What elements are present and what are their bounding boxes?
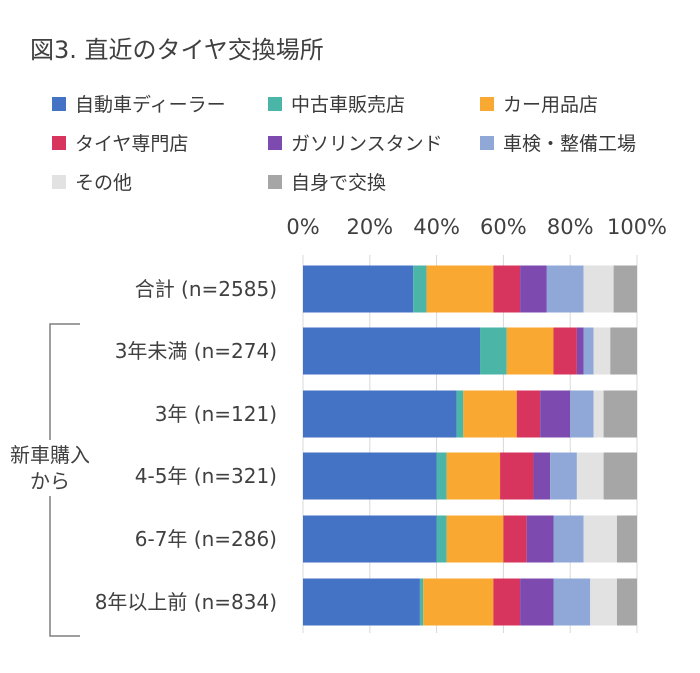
category-label: 合計 (n=2585) (135, 277, 277, 301)
bar-segment-6-row-5 (553, 515, 584, 563)
legend-label: 自動車ディーラー (75, 94, 226, 116)
legend-swatch (268, 96, 282, 111)
legend-label: ガソリンスタンド (291, 133, 443, 155)
bar-segment-7-row-5 (583, 515, 617, 563)
bar-segment-2-row-2 (480, 327, 507, 375)
legend-swatch (52, 96, 66, 111)
category-label: 3年未満 (n=274) (115, 339, 277, 363)
bar-segment-3-row-5 (446, 515, 504, 563)
bar-segment-2-row-6 (419, 578, 424, 626)
group-label: 新車購入 (10, 443, 90, 467)
bar-segment-4-row-4 (500, 452, 534, 500)
category-label: 3年 (n=121) (155, 402, 277, 426)
legend-swatch (52, 174, 66, 189)
category-label: 6-7年 (n=286) (135, 527, 277, 551)
bar-segment-3-row-6 (423, 578, 494, 626)
bar-segment-5-row-5 (526, 515, 554, 563)
bar-segment-7-row-3 (593, 390, 604, 438)
legend-swatch (480, 96, 494, 111)
legend-item-7: その他 (52, 168, 132, 195)
bar-segment-1-row-3 (303, 390, 457, 438)
bar-segment-8-row-2 (610, 327, 637, 375)
bar-segment-3-row-3 (463, 390, 517, 438)
bar-segment-1-row-5 (303, 515, 437, 563)
legend-item-3: カー用品店 (480, 90, 598, 117)
bar-segment-5-row-4 (533, 452, 551, 500)
bar-segment-8-row-5 (616, 515, 637, 563)
x-tick-label: 100% (607, 215, 667, 239)
bar-segment-3-row-1 (426, 265, 494, 313)
bar-segment-6-row-2 (583, 327, 594, 375)
group-label: から (30, 469, 70, 493)
x-tick-label: 40% (413, 215, 460, 239)
bar-segment-8-row-6 (616, 578, 637, 626)
bar-segment-3-row-4 (446, 452, 501, 500)
bar-segment-5-row-6 (520, 578, 554, 626)
bar-segment-5-row-1 (520, 265, 547, 313)
bar-segment-7-row-2 (593, 327, 611, 375)
bar-segment-4-row-2 (553, 327, 577, 375)
x-tick-label: 60% (480, 215, 527, 239)
legend-item-1: 自動車ディーラー (52, 90, 226, 117)
legend-swatch (52, 135, 66, 150)
legend-swatch (268, 174, 282, 189)
legend-label: 中古車販売店 (291, 94, 406, 116)
legend-label: その他 (75, 172, 133, 194)
bar-segment-4-row-1 (493, 265, 521, 313)
legend-label: 自身で交換 (291, 172, 387, 194)
bar-segment-4-row-3 (516, 390, 541, 438)
x-tick-label: 20% (346, 215, 393, 239)
bar-segment-2-row-4 (436, 452, 447, 500)
legend-label: タイヤ専門店 (75, 133, 189, 155)
bar-segment-4-row-6 (493, 578, 521, 626)
bar-segment-1-row-1 (303, 265, 414, 313)
bar-segment-4-row-5 (503, 515, 527, 563)
legend-item-6: 車検・整備工場 (480, 129, 636, 156)
x-tick-label: 0% (286, 215, 319, 239)
bar-segment-2-row-3 (456, 390, 464, 438)
category-label: 4-5年 (n=321) (135, 464, 277, 488)
bar-segment-1-row-6 (303, 578, 420, 626)
bar-segment-6-row-4 (550, 452, 577, 500)
bar-segment-8-row-1 (613, 265, 637, 313)
legend-swatch (480, 135, 494, 150)
category-label: 8年以上前 (n=834) (95, 590, 277, 614)
chart-title: 図3. 直近のタイヤ交換場所 (30, 36, 324, 64)
bar-segment-6-row-3 (570, 390, 594, 438)
legend-item-4: タイヤ専門店 (52, 129, 188, 156)
bar-segment-8-row-3 (603, 390, 637, 438)
bar-segment-1-row-2 (303, 327, 481, 375)
bar-segment-2-row-5 (436, 515, 447, 563)
bar-segment-5-row-3 (540, 390, 571, 438)
bar-segment-7-row-4 (576, 452, 604, 500)
bar-segment-1-row-4 (303, 452, 437, 500)
bar-segment-7-row-6 (590, 578, 617, 626)
group-label-background (2, 440, 102, 496)
legend-label: 車検・整備工場 (503, 133, 637, 155)
bar-segment-6-row-6 (553, 578, 591, 626)
legend-item-8: 自身で交換 (268, 168, 386, 195)
legend-item-2: 中古車販売店 (268, 90, 405, 117)
x-tick-label: 80% (547, 215, 594, 239)
bar-segment-6-row-1 (546, 265, 584, 313)
bar-segment-7-row-1 (583, 265, 614, 313)
bar-segment-3-row-2 (506, 327, 554, 375)
bar-segment-5-row-2 (576, 327, 584, 375)
legend-label: カー用品店 (503, 94, 599, 116)
bar-segment-2-row-1 (413, 265, 427, 313)
legend-item-5: ガソリンスタンド (268, 129, 443, 156)
bar-segment-8-row-4 (603, 452, 637, 500)
legend-swatch (268, 135, 282, 150)
